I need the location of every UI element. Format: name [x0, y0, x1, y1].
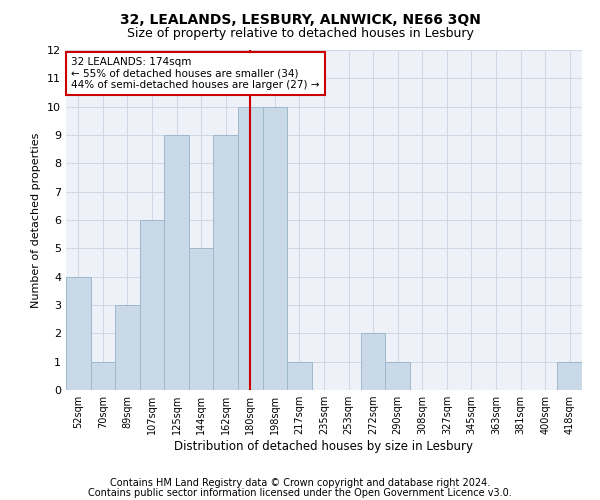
Bar — [557, 362, 582, 390]
X-axis label: Distribution of detached houses by size in Lesbury: Distribution of detached houses by size … — [175, 440, 473, 453]
Bar — [361, 334, 385, 390]
Bar — [115, 305, 140, 390]
Text: 32 LEALANDS: 174sqm
← 55% of detached houses are smaller (34)
44% of semi-detach: 32 LEALANDS: 174sqm ← 55% of detached ho… — [71, 57, 320, 90]
Bar — [287, 362, 312, 390]
Bar — [140, 220, 164, 390]
Text: Contains HM Land Registry data © Crown copyright and database right 2024.: Contains HM Land Registry data © Crown c… — [110, 478, 490, 488]
Bar — [238, 106, 263, 390]
Text: Contains public sector information licensed under the Open Government Licence v3: Contains public sector information licen… — [88, 488, 512, 498]
Bar — [214, 135, 238, 390]
Text: 32, LEALANDS, LESBURY, ALNWICK, NE66 3QN: 32, LEALANDS, LESBURY, ALNWICK, NE66 3QN — [119, 12, 481, 26]
Bar — [91, 362, 115, 390]
Bar — [263, 106, 287, 390]
Y-axis label: Number of detached properties: Number of detached properties — [31, 132, 41, 308]
Text: Size of property relative to detached houses in Lesbury: Size of property relative to detached ho… — [127, 28, 473, 40]
Bar — [164, 135, 189, 390]
Bar — [189, 248, 214, 390]
Bar — [385, 362, 410, 390]
Bar — [66, 276, 91, 390]
